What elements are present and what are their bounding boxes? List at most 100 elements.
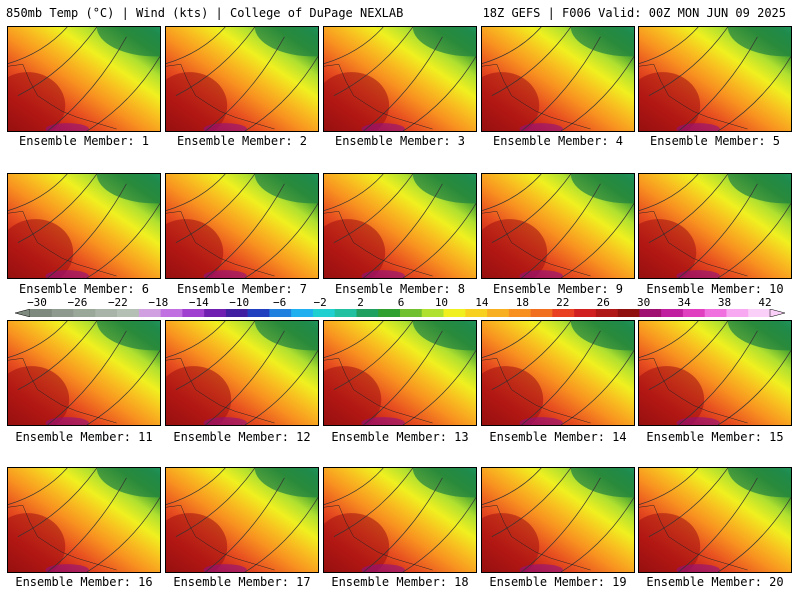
contour-line [17,321,98,390]
colorbar-bin [508,309,531,317]
colorbar-bin [465,309,488,317]
boundary-line [166,64,275,130]
ensemble-panel [481,320,635,426]
contour-line [17,174,98,243]
boundary-line [639,64,748,130]
contour-line [47,477,127,572]
contour-line [86,203,160,278]
temperature-field-map [324,27,476,131]
colorbar-bin [400,309,423,317]
temperature-colorbar [15,309,785,317]
boundary-line [639,505,748,571]
contour-line [363,183,443,278]
ensemble-panel [323,26,477,132]
boundary-line [166,358,275,424]
colorbar-min-arrow [15,309,31,317]
colorbar-bin [334,309,357,317]
contour-line [639,468,699,505]
colorbar-bin [182,309,205,317]
contour-line [482,321,542,358]
colorbar-tick-label: 18 [515,296,529,309]
ensemble-member-label: Ensemble Member: 2 [176,134,308,148]
contour-line [639,174,699,211]
ensemble-panel [165,26,319,132]
boundary-line [639,358,748,424]
colorbar-tick-label: 38 [717,296,732,309]
ensemble-panel [638,467,792,573]
contour-line [402,203,476,278]
ensemble-member-label: Ensemble Member: 16 [15,575,153,589]
colorbar-tick-label: 2 [357,296,364,309]
colorbar-tick-label: 14 [475,296,489,309]
contour-line [8,174,68,211]
contour-line [648,468,729,537]
contour-line [560,56,634,131]
colorbar-tick-label: −2 [313,296,327,309]
contour-line [333,321,414,390]
colorbar-tick-label: −22 [107,296,128,309]
contour-line [363,330,443,425]
colorbar-tick-label: 10 [434,296,449,309]
ensemble-member-label: Ensemble Member: 7 [176,282,308,296]
contour-line [244,203,318,278]
contour-line [482,468,542,505]
ensemble-panel [7,320,161,426]
contour-line [47,36,127,131]
contour-line [205,36,285,131]
contour-line [402,497,476,572]
contour-line [648,27,729,96]
contour-line [8,468,68,505]
contour-line [166,468,226,505]
ensemble-panel [638,173,792,279]
colorbar-bin [682,309,706,317]
contour-line [560,350,634,425]
contour-line [324,468,384,505]
ensemble-panel [7,26,161,132]
colorbar-bin [748,309,771,317]
contour-line [244,497,318,572]
contour-line [648,174,729,243]
ensemble-panel [481,467,635,573]
contour-line [244,56,318,131]
ensemble-member-label: Ensemble Member: 9 [492,282,624,296]
boundary-line [482,358,591,424]
contour-line [175,174,256,243]
boundary-line [8,358,117,424]
temperature-field-map [482,321,634,425]
colorbar-tick-label: −30 [27,296,47,309]
contour-line [639,321,699,358]
colorbar-tick-label: 42 [758,296,772,309]
contour-line [8,321,68,358]
ensemble-member-label: Ensemble Member: 1 [18,134,150,148]
contour-line [47,330,127,425]
contour-line [333,27,414,96]
colorbar-bin [552,309,575,317]
ensemble-panel [638,320,792,426]
colorbar-bin [312,309,336,317]
contour-line [166,321,226,358]
temperature-field-map [166,321,318,425]
ensemble-member-label: Ensemble Member: 8 [334,282,466,296]
colorbar-bin [247,309,270,317]
colorbar-bin [421,309,444,317]
colorbar-bin [617,309,640,317]
ensemble-panel [323,467,477,573]
temperature-field-map [324,321,476,425]
colorbar-bin [51,309,74,317]
contour-line [86,56,160,131]
contour-line [560,203,634,278]
colorbar-bin [356,309,379,317]
boundary-line [324,64,433,130]
ensemble-panel [165,173,319,279]
map-title: 850mb Temp (°C) | Wind (kts) | College o… [6,6,404,20]
ensemble-panel [638,26,792,132]
contour-line [333,468,414,537]
colorbar-max-arrow [769,309,785,317]
ensemble-member-label: Ensemble Member: 18 [331,575,469,589]
boundary-line [324,358,433,424]
colorbar-bin [487,309,510,317]
ensemble-member-label: Ensemble Member: 19 [489,575,627,589]
colorbar-bin [378,309,401,317]
colorbar-bin [138,309,161,317]
boundary-line [166,505,275,571]
